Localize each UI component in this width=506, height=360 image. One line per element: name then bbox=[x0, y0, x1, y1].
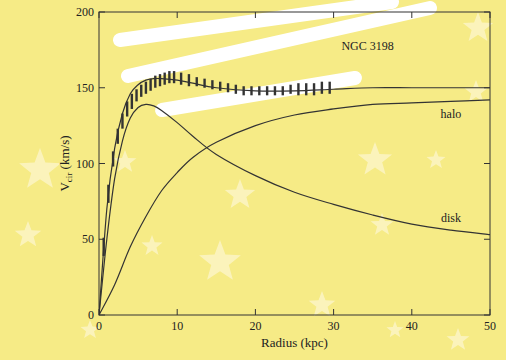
data-point-errorbar bbox=[289, 85, 291, 94]
y-tick bbox=[99, 163, 105, 164]
star-decoration bbox=[142, 235, 163, 255]
x-tick bbox=[255, 12, 256, 18]
y-tick bbox=[484, 163, 490, 164]
star-decoration bbox=[447, 328, 470, 350]
data-point-errorbar bbox=[159, 74, 161, 86]
star-decoration bbox=[465, 80, 488, 102]
y-tick-label: 200 bbox=[76, 5, 94, 19]
x-tick bbox=[490, 12, 491, 18]
y-axis-label: Vcir (km/s) bbox=[57, 135, 74, 191]
marks bbox=[99, 71, 490, 315]
data-point-errorbar bbox=[219, 82, 221, 91]
data-point-errorbar bbox=[135, 89, 137, 101]
data-point-errorbar bbox=[196, 77, 198, 86]
y-tick bbox=[484, 315, 490, 316]
series-label: disk bbox=[441, 211, 461, 225]
star-decoration bbox=[225, 179, 255, 208]
series-line bbox=[99, 104, 490, 315]
y-axis-label-part: (km/s) bbox=[57, 135, 72, 172]
chart-title: NGC 3198 bbox=[341, 39, 393, 53]
data-point-errorbar bbox=[188, 74, 190, 86]
x-tick bbox=[177, 309, 178, 315]
chart: 0 10 20 30 40 50 0 50 100 150 200 Radius (kpc) Vcir … bbox=[0, 0, 506, 360]
data-point-errorbar bbox=[305, 83, 307, 95]
background bbox=[0, 0, 506, 360]
data-point-errorbar bbox=[321, 82, 323, 94]
x-tick bbox=[177, 12, 178, 18]
x-tick-label: 30 bbox=[328, 319, 340, 333]
data-point-errorbar bbox=[154, 76, 156, 88]
star-decoration bbox=[427, 150, 446, 168]
y-tick-label: 0 bbox=[88, 308, 94, 322]
series-line bbox=[99, 100, 490, 315]
star-decoration bbox=[199, 240, 241, 280]
plot-frame bbox=[99, 12, 490, 315]
data-point-errorbar bbox=[313, 83, 315, 95]
y-tick bbox=[484, 12, 490, 13]
star-decoration bbox=[371, 213, 394, 235]
x-tick-label: 10 bbox=[171, 319, 183, 333]
x-axis-label: Radius (kpc) bbox=[261, 335, 328, 350]
y-axis-label-part: cir bbox=[64, 173, 74, 183]
star-decoration bbox=[19, 148, 61, 188]
data-point-errorbar bbox=[168, 71, 170, 83]
data-point-errorbar bbox=[297, 83, 299, 95]
x-tick bbox=[411, 309, 412, 315]
data-point-errorbar bbox=[149, 79, 151, 91]
series-labels: halo disk bbox=[441, 107, 462, 225]
star-decoration bbox=[358, 142, 392, 175]
data-point-errorbar bbox=[145, 82, 147, 94]
x-tick-label: 0 bbox=[96, 319, 102, 333]
x-tick bbox=[333, 12, 334, 18]
x-tick-label: 20 bbox=[249, 319, 261, 333]
stripe-decoration bbox=[128, 8, 430, 76]
series-line bbox=[99, 78, 490, 315]
star-decoration bbox=[463, 12, 493, 41]
x-tick-label: 40 bbox=[406, 319, 418, 333]
series-label: halo bbox=[441, 107, 462, 121]
x-tick bbox=[99, 12, 100, 18]
data-point-errorbar bbox=[131, 94, 133, 109]
data-point-errorbar bbox=[180, 73, 182, 85]
x-tick bbox=[411, 12, 412, 18]
data-point-errorbar bbox=[328, 82, 330, 94]
y-tick bbox=[99, 315, 105, 316]
data-point-errorbar bbox=[140, 85, 142, 97]
star-decoration bbox=[15, 221, 42, 246]
x-tick bbox=[333, 309, 334, 315]
y-tick bbox=[99, 12, 105, 13]
y-tick-label: 50 bbox=[82, 232, 94, 246]
star-decoration bbox=[309, 291, 336, 316]
x-tick bbox=[490, 309, 491, 315]
star-decoration bbox=[114, 150, 137, 172]
y-tick-label: 150 bbox=[76, 81, 94, 95]
y-tick bbox=[99, 87, 105, 88]
x-tick-label: 50 bbox=[484, 319, 496, 333]
data-point-errorbar bbox=[173, 71, 175, 83]
y-tick bbox=[484, 239, 490, 240]
data-point-errorbar bbox=[227, 83, 229, 92]
y-tick-label: 100 bbox=[76, 157, 94, 171]
star-decoration bbox=[386, 321, 403, 337]
x-tick bbox=[255, 309, 256, 315]
